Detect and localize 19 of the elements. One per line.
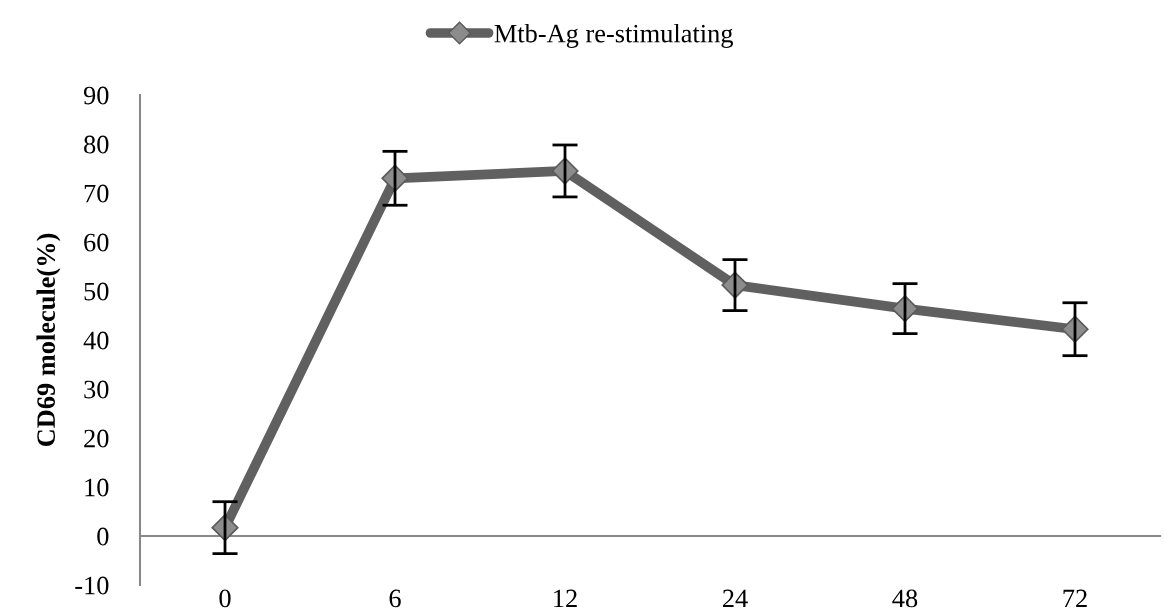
y-tick-label: 40 — [83, 331, 109, 350]
x-tick-label: 0 — [219, 589, 231, 608]
y-tick-label: 70 — [84, 184, 109, 203]
y-tick-label: 90 — [83, 86, 109, 105]
y-tick-label: 50 — [84, 282, 109, 301]
y-tick-label: 20 — [84, 429, 109, 448]
y-tick-label: 60 — [84, 233, 109, 252]
x-tick-label: 12 — [554, 589, 577, 608]
y-tick-label: 30 — [84, 380, 109, 399]
y-tick-label: 80 — [84, 135, 109, 154]
x-tick-label: 24 — [722, 589, 748, 608]
y-tick-label: -10 — [75, 576, 109, 595]
y-tick-label: 10 — [85, 478, 109, 497]
x-tick-label: 48 — [892, 589, 918, 608]
legend-label: Mtb-Ag re-stimulating — [494, 23, 733, 48]
y-tick-label: 0 — [97, 527, 109, 546]
x-tick-label: 6 — [389, 589, 401, 608]
y-axis-title: CD69 molecule(%) — [36, 233, 61, 447]
x-tick-label: 72 — [1063, 589, 1087, 608]
